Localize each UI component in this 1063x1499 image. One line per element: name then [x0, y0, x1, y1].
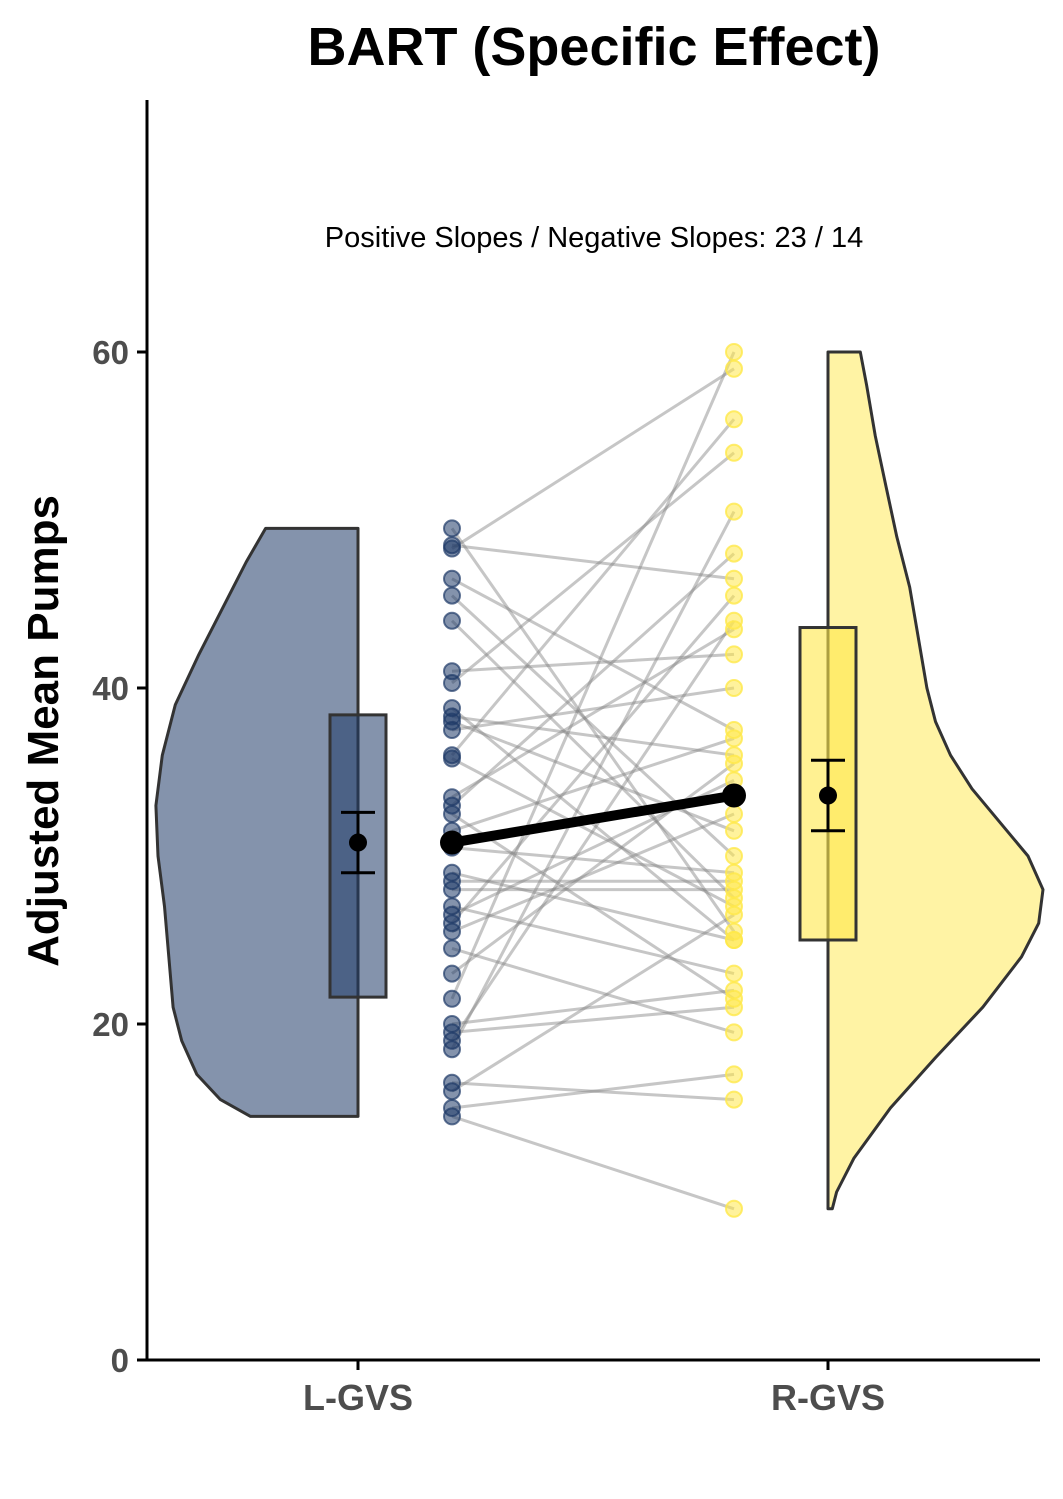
x-tick-label: R-GVS [771, 1377, 885, 1418]
point-r-gvs-31 [725, 611, 743, 630]
point-r-gvs-33 [725, 1090, 743, 1109]
pair-line-4 [450, 594, 736, 858]
pair-line-35 [451, 1072, 735, 1110]
mean-point-l-gvs [349, 833, 367, 852]
pair-line-9 [451, 715, 735, 757]
pair-line-1 [451, 543, 735, 581]
point-l-gvs-26 [443, 939, 461, 958]
point-r-gvs-11 [725, 679, 743, 697]
point-l-gvs-34 [443, 1082, 461, 1101]
pair-line-25 [451, 812, 735, 933]
mean-dot-l-gvs [440, 830, 464, 855]
pair-line-5 [450, 619, 736, 900]
mean-point-r-gvs [819, 786, 837, 805]
y-tick-label: 40 [92, 670, 129, 707]
pair-line-16 [451, 812, 735, 1001]
pair-line-7 [451, 451, 735, 685]
point-r-gvs-4 [725, 847, 743, 865]
point-r-gvs-35 [725, 1065, 743, 1084]
y-tick-label: 0 [111, 1342, 129, 1379]
point-r-gvs-34 [725, 905, 743, 924]
pair-line-0 [450, 527, 736, 933]
point-l-gvs-36 [443, 1107, 461, 1126]
point-r-gvs-36 [725, 1199, 743, 1218]
pair-line-22 [451, 904, 735, 976]
point-r-gvs-32 [725, 502, 743, 521]
point-l-gvs-13 [443, 749, 461, 768]
pair-line-13 [451, 757, 735, 908]
point-l-gvs-7 [443, 673, 461, 692]
pair-line-2 [451, 367, 735, 550]
pair-line-28 [450, 351, 736, 1000]
pair-line-18 [451, 846, 735, 875]
pair-line-17 [451, 736, 735, 833]
point-r-gvs-28 [725, 343, 743, 361]
point-l-gvs-21 [443, 880, 461, 899]
point-l-gvs-28 [443, 989, 461, 1008]
chart-title: BART (Specific Effect) [307, 17, 880, 77]
point-r-gvs-6 [725, 645, 743, 664]
point-r-gvs-26 [725, 1023, 743, 1042]
pair-line-29 [451, 988, 735, 1026]
density-l-gvs [154, 526, 360, 1118]
point-r-gvs-24 [725, 586, 743, 605]
point-r-gvs-21 [725, 880, 743, 899]
y-tick-label: 20 [92, 1006, 129, 1043]
pair-line-26 [451, 946, 735, 1034]
density-r-gvs [826, 350, 1045, 1211]
point-r-gvs-1 [725, 569, 743, 588]
point-l-gvs-32 [443, 1040, 461, 1059]
plot-area [154, 343, 1045, 1218]
pair-line-15 [451, 552, 735, 807]
pair-line-10 [451, 720, 735, 833]
point-r-gvs-27 [725, 754, 743, 773]
pair-line-19 [451, 871, 735, 942]
point-r-gvs-25 [725, 805, 743, 823]
slopes-annotation: Positive Slopes / Negative Slopes: 23 / … [325, 222, 863, 254]
x-tick-label: L-GVS [303, 1377, 413, 1418]
axes: 0 20 40 60 L-GVS R-GVS [92, 100, 1040, 1418]
point-r-gvs-12 [725, 410, 743, 429]
pair-line-30 [451, 1005, 735, 1034]
point-r-gvs-29 [725, 981, 743, 1000]
point-r-gvs-10 [725, 821, 743, 840]
mean-dot-r-gvs [722, 783, 746, 808]
point-r-gvs-7 [725, 443, 743, 462]
point-r-gvs-22 [725, 964, 743, 983]
point-r-gvs-15 [725, 544, 743, 563]
pair-line-14 [451, 627, 735, 799]
point-l-gvs-2 [443, 539, 461, 558]
mean-line [447, 790, 739, 848]
pair-line-31 [450, 619, 736, 1042]
pair-line-12 [450, 418, 736, 757]
point-r-gvs-30 [725, 998, 743, 1017]
pair-line-24 [450, 594, 736, 925]
pair-line-6 [451, 652, 735, 673]
pair-line-33 [451, 1081, 735, 1102]
point-l-gvs-5 [443, 611, 461, 630]
point-l-gvs-0 [443, 519, 461, 538]
pair-line-34 [451, 913, 735, 1093]
pair-line-11 [451, 686, 735, 732]
point-r-gvs-2 [725, 359, 743, 378]
point-l-gvs-4 [443, 586, 461, 605]
pair-line-32 [450, 510, 736, 1050]
point-l-gvs-27 [443, 964, 461, 983]
point-l-gvs-16 [443, 805, 461, 823]
point-r-gvs-19 [725, 931, 743, 949]
point-l-gvs-3 [443, 569, 461, 588]
y-axis-label: Adjusted Mean Pumps [19, 495, 68, 967]
point-l-gvs-11 [443, 721, 461, 739]
point-r-gvs-17 [725, 729, 743, 748]
pair-line-3 [451, 577, 735, 732]
point-l-gvs-25 [443, 922, 461, 941]
pair-line-36 [451, 1114, 735, 1211]
y-tick-label: 60 [92, 334, 129, 371]
